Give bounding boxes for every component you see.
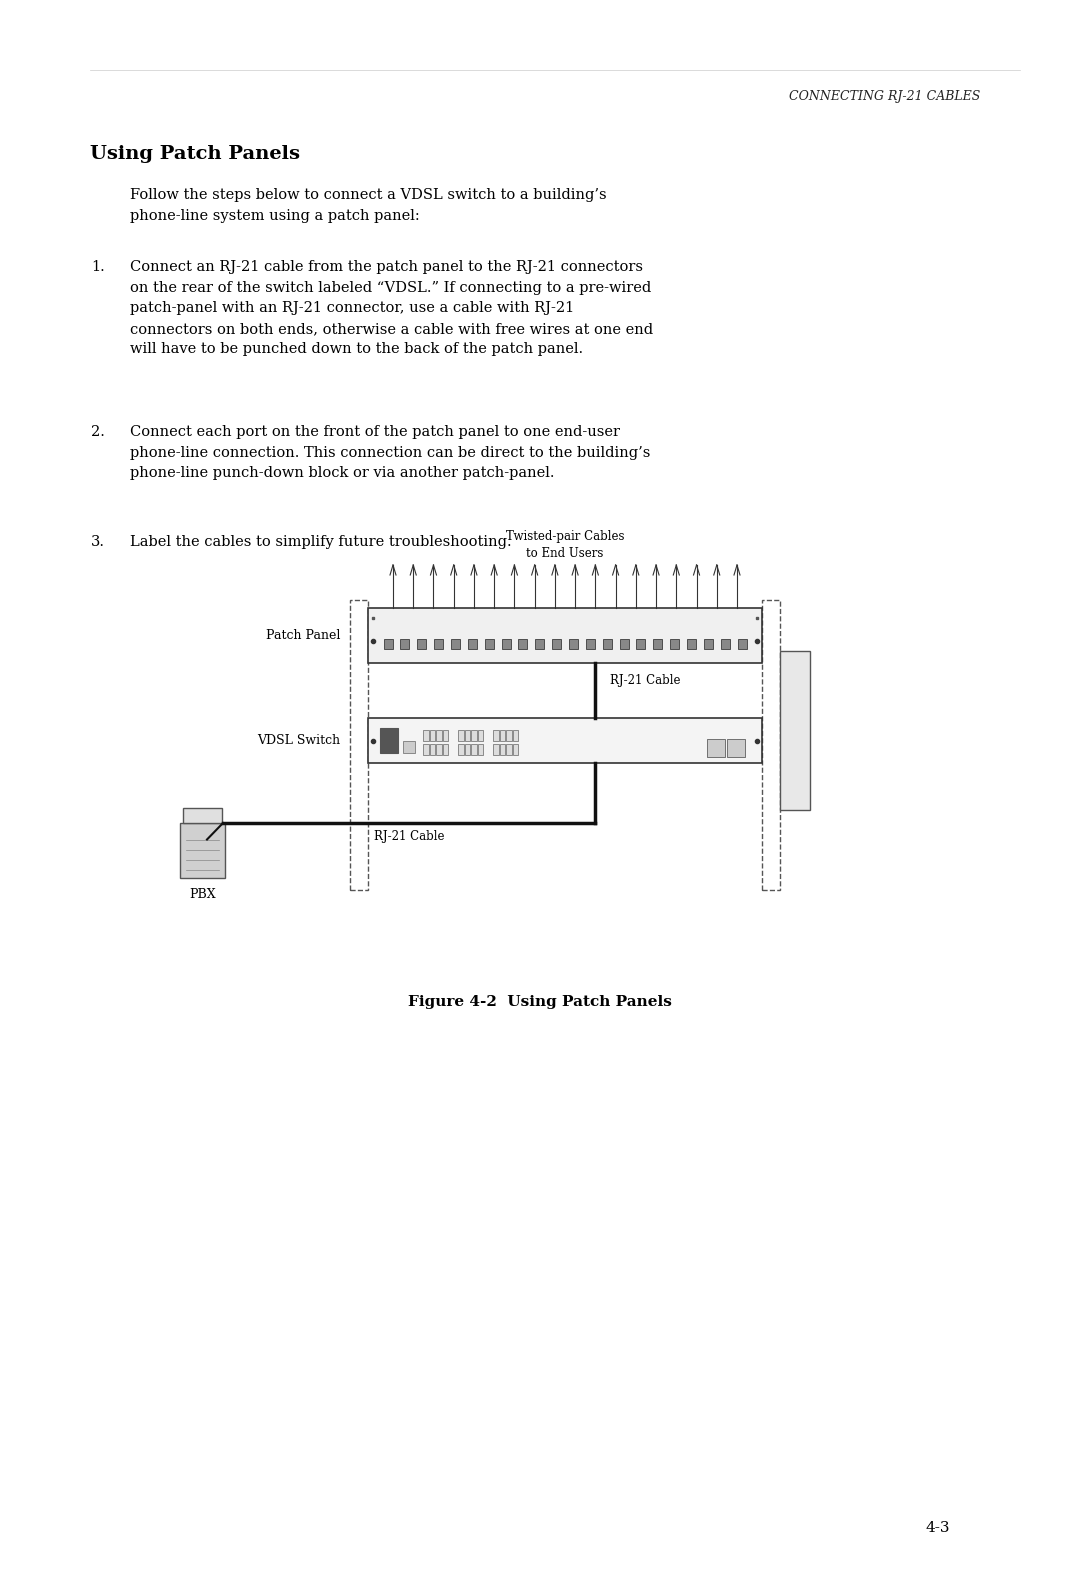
Text: Twisted-pair Cables
to End Users: Twisted-pair Cables to End Users [505, 531, 624, 560]
Bar [569, 639, 578, 648]
Bar [430, 730, 435, 741]
Bar [368, 717, 762, 763]
Text: Patch Panel: Patch Panel [266, 630, 340, 642]
Bar [670, 639, 679, 648]
Bar [458, 730, 463, 741]
Bar [180, 823, 225, 878]
Bar [423, 744, 429, 755]
Bar [552, 639, 562, 648]
Bar [403, 741, 415, 754]
Bar [738, 639, 746, 648]
Bar [436, 744, 442, 755]
Bar [423, 730, 429, 741]
Bar [492, 744, 499, 755]
Text: C​ONNECTING RJ-21 C​ABLES: C​ONNECTING RJ-21 C​ABLES [788, 89, 980, 104]
Bar [500, 730, 505, 741]
Bar [464, 744, 470, 755]
Text: Connect each port on the front of the patch panel to one end-user
phone-line con: Connect each port on the front of the pa… [130, 425, 650, 480]
Bar [507, 744, 512, 755]
Bar [458, 744, 463, 755]
Bar [451, 639, 460, 648]
Bar [536, 639, 544, 648]
Bar [350, 600, 368, 890]
Text: 1.: 1. [91, 261, 105, 275]
Bar [401, 639, 409, 648]
Bar [471, 744, 476, 755]
Bar [500, 744, 505, 755]
Text: Follow the steps below to connect a VDSL switch to a building’s
phone-line syste: Follow the steps below to connect a VDSL… [130, 188, 607, 223]
Text: Figure 4-2  Using Patch Panels: Figure 4-2 Using Patch Panels [408, 995, 672, 1010]
Bar [471, 730, 476, 741]
Bar [477, 744, 483, 755]
Bar [653, 639, 662, 648]
Bar [513, 744, 518, 755]
Bar [183, 809, 222, 823]
Bar [468, 639, 476, 648]
Bar [368, 608, 762, 663]
Bar [513, 730, 518, 741]
Text: Connect an RJ-21 cable from the patch panel to the RJ-21 connectors
on the rear : Connect an RJ-21 cable from the patch pa… [130, 261, 653, 356]
Text: 2.: 2. [91, 425, 105, 440]
Text: RJ-21 Cable: RJ-21 Cable [610, 674, 680, 688]
Bar [780, 650, 810, 810]
Text: Label the cables to simplify future troubleshooting.: Label the cables to simplify future trou… [130, 535, 512, 549]
Bar [585, 639, 595, 648]
Bar [620, 639, 629, 648]
Text: 4-3: 4-3 [926, 1521, 950, 1535]
Bar [485, 639, 494, 648]
Bar [704, 639, 713, 648]
Bar [443, 730, 448, 741]
Bar [687, 639, 696, 648]
Text: 3.: 3. [91, 535, 105, 549]
Text: PBX: PBX [189, 889, 216, 901]
Bar [477, 730, 483, 741]
Bar [443, 744, 448, 755]
Bar [436, 730, 442, 741]
Bar [518, 639, 527, 648]
Bar [434, 639, 443, 648]
Text: Using Patch Panels: Using Patch Panels [90, 144, 300, 163]
Bar [417, 639, 427, 648]
Text: RJ-21 Cable: RJ-21 Cable [374, 831, 444, 843]
Bar [492, 730, 499, 741]
Bar [727, 739, 745, 757]
Bar [762, 600, 780, 890]
Bar [383, 639, 392, 648]
Bar [501, 639, 511, 648]
Bar [603, 639, 611, 648]
Bar [636, 639, 646, 648]
Bar [464, 730, 470, 741]
Bar [430, 744, 435, 755]
Bar [720, 639, 730, 648]
Text: VDSL Switch: VDSL Switch [257, 735, 340, 747]
Bar [380, 728, 399, 754]
Bar [507, 730, 512, 741]
Bar [707, 739, 725, 757]
